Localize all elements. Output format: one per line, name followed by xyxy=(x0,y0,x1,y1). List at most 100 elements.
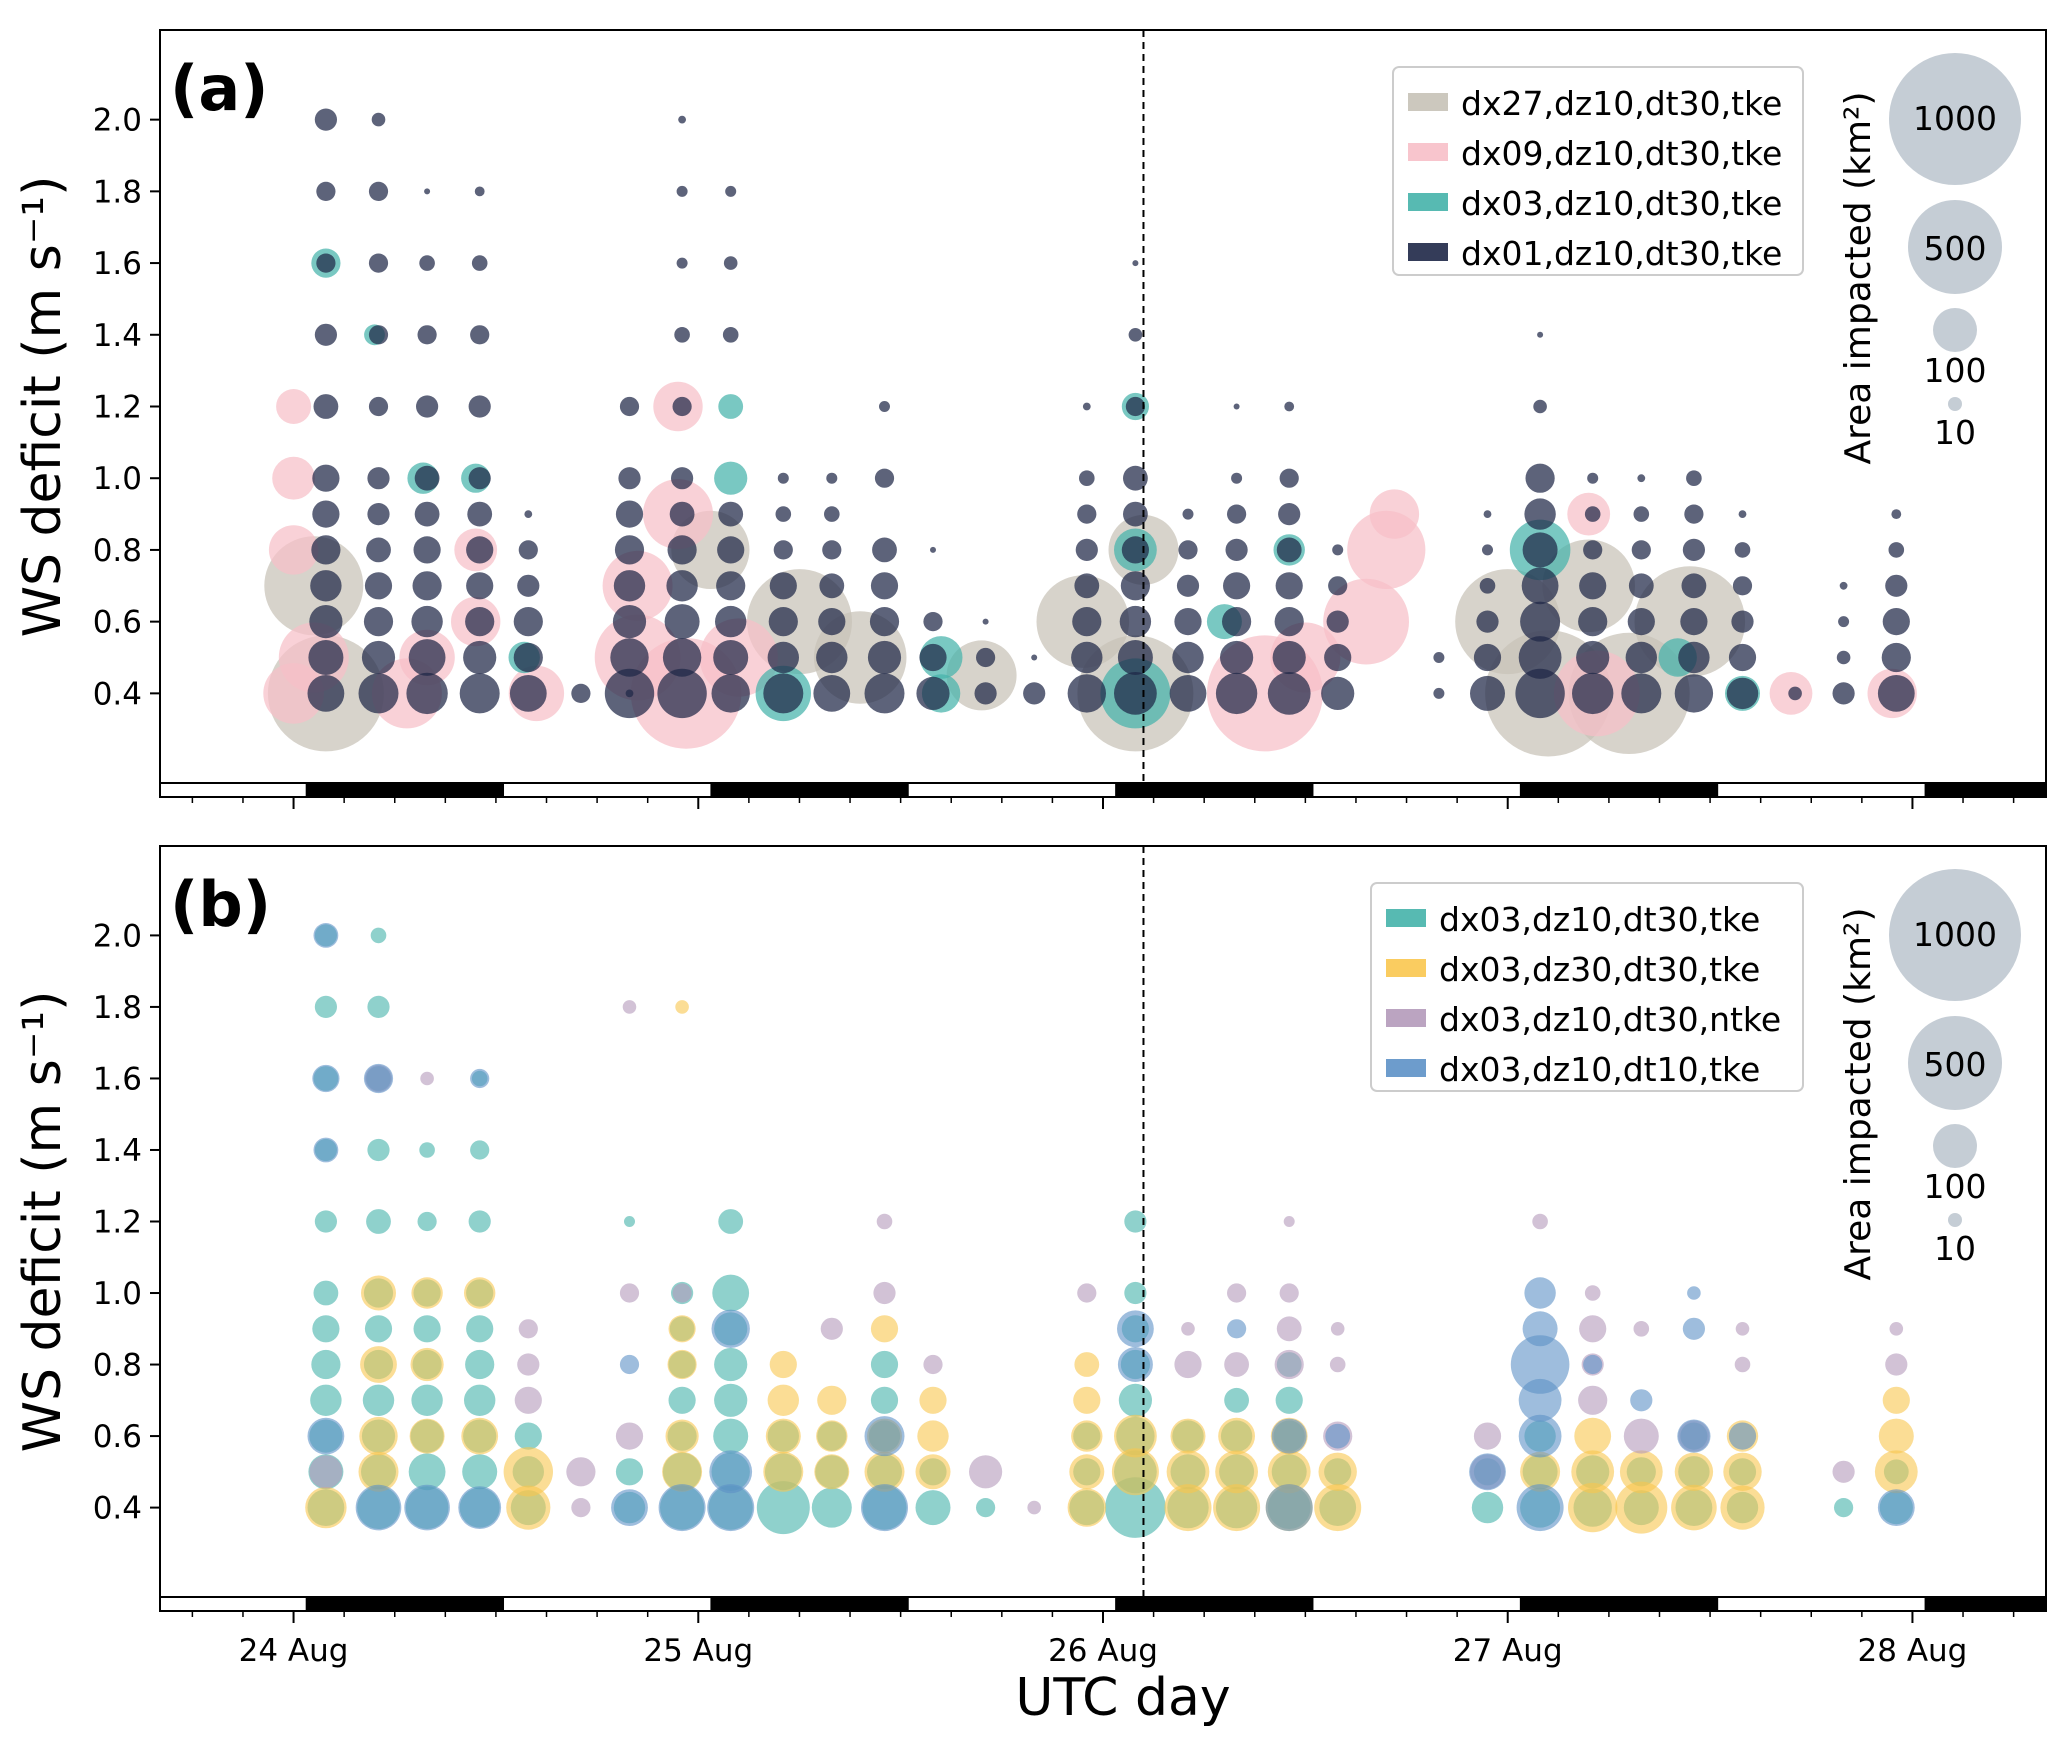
point-dx01,dz10,dt30,tke-206 xyxy=(1832,682,1855,705)
point-dx03,dz10,dt30,tke-99 xyxy=(1275,1386,1303,1414)
point-dx01,dz10,dt30,tke-134 xyxy=(1174,608,1202,636)
point-dx03,dz10,dt30,tke-61 xyxy=(713,1418,749,1454)
point-dx01,dz10,dt30,tke-52 xyxy=(571,683,591,704)
point-dx03,dz10,dt30,tke-73 xyxy=(870,1386,899,1414)
point-dx01,dz10,dt30,tke-43 xyxy=(465,607,495,637)
point-dx01,dz10,dt30,tke-172 xyxy=(1520,601,1561,642)
point-dx01,dz10,dt30,tke-106 xyxy=(919,643,947,672)
point-dx03,dz10,dt30,tke-43 xyxy=(514,1422,542,1450)
point-dx01,dz10,dt30,tke-102 xyxy=(867,640,902,675)
point-dx03,dz10,dt30,ntke-14 xyxy=(873,1281,896,1305)
point-dx03,dz10,dt30,tke-20 xyxy=(362,1384,395,1417)
point-dx01,dz10,dt30,tke-41 xyxy=(466,536,494,564)
point-dx01,dz10,dt30,tke-88 xyxy=(767,641,799,674)
point-dx03,dz10,dt30,ntke-27 xyxy=(1330,1322,1345,1336)
data-points xyxy=(305,923,1918,1538)
point-dx03,dz10,dt30,ntke-37 xyxy=(1633,1321,1650,1337)
point-dx01,dz10,dt30,tke-175 xyxy=(1587,472,1599,484)
point-dx01,dz10,dt30,tke-118 xyxy=(1072,607,1102,637)
legend-entry: dx09,dz10,dt30,tke xyxy=(1461,134,1782,173)
size-legend: 1000 500 100 10 Area impacted (km²) xyxy=(1838,53,2021,465)
point-dx01,dz10,dt30,tke-40 xyxy=(467,501,493,527)
point-dx01,dz10,dt30,tke-10 xyxy=(308,640,344,675)
point-dx01,dz10,dt30,tke-189 xyxy=(1686,470,1702,487)
point-dx01,dz10,dt30,tke-46 xyxy=(524,510,533,518)
point-dx01,dz10,dt30,tke-125 xyxy=(1123,501,1148,527)
point-dx01,dz10,dt30,tke-168 xyxy=(1525,463,1555,493)
point-dx01,dz10,dt30,tke-72 xyxy=(662,638,702,677)
point-dx03,dz10,dt10,tke-9 xyxy=(619,1354,640,1375)
legend-swatch xyxy=(1408,243,1448,261)
point-dx01,dz10,dt30,tke-55 xyxy=(618,467,641,490)
size-legend-circle xyxy=(1948,397,1962,411)
point-dx01,dz10,dt30,tke-101 xyxy=(869,607,900,637)
point-dx01,dz10,dt30,tke-89 xyxy=(763,673,804,714)
point-dx01,dz10,dt30,tke-207 xyxy=(1891,509,1902,519)
point-dx03,dz10,dt30,ntke-25 xyxy=(1276,1316,1302,1342)
point-dx03,dz10,dt30,ntke-30 xyxy=(1473,1422,1502,1450)
point-dx01,dz10,dt30,tke-18 xyxy=(367,502,390,526)
night-band-3 xyxy=(1519,1597,1719,1611)
point-dx03,dz10,dt30,ntke-33 xyxy=(1584,1285,1601,1301)
point-dx01,dz10,dt30,tke-126 xyxy=(1121,536,1149,564)
point-dx01,dz10,dt30,tke-169 xyxy=(1524,498,1556,530)
point-dx01,dz10,dt30,tke-4 xyxy=(313,394,339,419)
y-tick-label: 0.8 xyxy=(93,1348,142,1384)
point-dx01,dz10,dt30,tke-67 xyxy=(671,467,694,490)
point-dx01,dz10,dt30,tke-75 xyxy=(723,256,738,270)
point-dx03,dz10,dt30,tke-38 xyxy=(465,1349,495,1380)
point-dx03,dz10,dt30,tke-37 xyxy=(466,1315,494,1343)
legend-swatch xyxy=(1386,1009,1426,1027)
point-dx01,dz10,dt30,tke-180 xyxy=(1576,640,1610,675)
y-tick-label: 1.6 xyxy=(93,246,142,282)
point-dx03,dz10,dt30,tke-103 xyxy=(1471,1491,1504,1524)
point-dx01,dz10,dt30,tke-199 xyxy=(1731,610,1754,633)
point-dx01,dz10,dt30,tke-111 xyxy=(1023,682,1046,705)
point-dx01,dz10,dt30,tke-13 xyxy=(368,181,389,201)
point-dx03,dz10,dt30,ntke-8 xyxy=(622,1000,637,1014)
point-dx03,dz10,dt10,tke-18 xyxy=(1117,1347,1153,1382)
point-dx01,dz10,dt30,tke-166 xyxy=(1537,331,1544,338)
point-dx01,dz10,dt30,tke-25 xyxy=(419,255,435,271)
point-dx03,dz10,dt30,tke-67 xyxy=(811,1487,852,1528)
point-dx01,dz10,dt30,tke-100 xyxy=(870,572,899,600)
point-dx03,dz30,dt30,tke-58 xyxy=(1720,1485,1765,1530)
point-dx03,dz10,dt30,tke-117 xyxy=(1834,1498,1854,1518)
point-dx03,dz10,dt10,tke-15 xyxy=(864,1416,905,1457)
point-dx03,dz30,dt30,tke-29 xyxy=(915,1454,951,1490)
point-dx03,dz10,dt30,ntke-42 xyxy=(1832,1460,1855,1483)
point-dx01,dz10,dt30,tke-91 xyxy=(824,506,840,522)
point-dx01,dz10,dt30,tke-110 xyxy=(982,618,989,625)
point-dx01,dz10,dt30,tke-182 xyxy=(1637,474,1646,483)
point-dx01,dz10,dt30,tke-190 xyxy=(1684,504,1704,524)
point-dx01,dz10,dt30,tke-188 xyxy=(1621,673,1662,714)
point-dx01,dz10,dt30,tke-34 xyxy=(406,672,448,715)
point-dx01,dz10,dt30,tke-95 xyxy=(816,641,848,674)
point-dx01,dz10,dt30,tke-16 xyxy=(368,396,389,417)
point-dx01,dz10,dt30,tke-59 xyxy=(612,605,647,639)
point-dx01,dz10,dt30,tke-112 xyxy=(1031,654,1038,661)
point-dx03,dz10,dt30,ntke-32 xyxy=(1532,1213,1548,1230)
point-dx01,dz10,dt30,tke-1 xyxy=(316,181,336,201)
panel-label: (b) xyxy=(170,868,271,941)
y-tick-label: 1.6 xyxy=(93,1061,142,1097)
night-band-2 xyxy=(1115,1597,1314,1611)
y-tick-label: 0.4 xyxy=(93,1491,142,1527)
point-dx03,dz10,dt30,tke-27 xyxy=(413,1315,441,1343)
point-dx01,dz10,dt30,tke-68 xyxy=(669,501,695,527)
point-dx01,dz10,dt30,tke-14 xyxy=(368,253,389,273)
point-dx01,dz10,dt30,tke-98 xyxy=(874,468,895,488)
point-dx03,dz10,dt30,ntke-22 xyxy=(1224,1352,1249,1377)
point-dx03,dz30,dt30,tke-50 xyxy=(1571,1450,1615,1494)
point-dx01,dz10,dt30,tke-57 xyxy=(614,535,645,565)
point-dx03,dz10,dt30,tke-1 xyxy=(314,995,337,1019)
size-legend-label: 100 xyxy=(1924,351,1987,390)
point-dx01,dz10,dt30,tke-136 xyxy=(1169,675,1207,712)
point-dx01,dz10,dt30,tke-195 xyxy=(1674,674,1714,713)
point-dx03,dz10,dt30,ntke-44 xyxy=(1885,1353,1908,1376)
point-dx03,dz10,dt30,tke-5 xyxy=(718,394,744,419)
point-dx03,dz30,dt30,tke-32 xyxy=(1071,1420,1103,1452)
point-dx01,dz10,dt30,tke-205 xyxy=(1836,650,1851,665)
point-dx03,dz30,dt30,tke-51 xyxy=(1568,1482,1618,1533)
